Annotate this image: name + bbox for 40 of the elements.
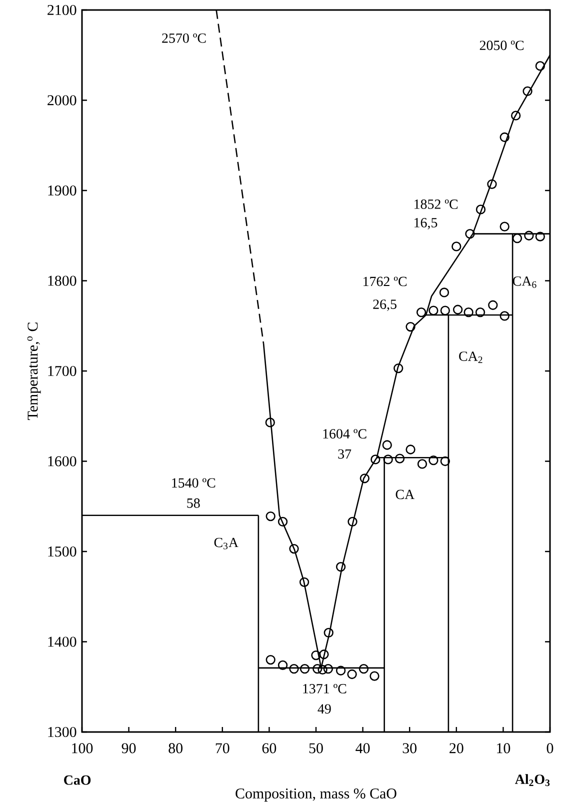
annotation: CA$_{2}$ <box>459 352 482 363</box>
y-tick-label: 1800 <box>48 276 76 286</box>
x-tick-label: 20 <box>450 743 464 754</box>
x-tick-label: 100 <box>72 743 93 754</box>
annotation: 1540 ºC <box>172 478 216 488</box>
annotation: 2570 ºC <box>162 33 206 43</box>
annotation: 37 <box>338 449 352 459</box>
annotation: 26,5 <box>373 300 396 311</box>
y-tick-label: 2100 <box>48 4 76 16</box>
annotation: 2050 ºC <box>480 40 524 50</box>
annotation: 49 <box>318 704 331 714</box>
annotation: 1371 ºC <box>303 684 346 694</box>
x-tick-label: 0 <box>546 743 554 754</box>
annotation: 1852 ºC <box>414 200 458 209</box>
x-tick-label: 40 <box>356 743 370 754</box>
y-tick-label: 1700 <box>48 366 76 376</box>
y-tick-label: 1300 <box>48 726 76 738</box>
text: Al$_{2}$O$_{3}$ <box>515 774 550 786</box>
y-tick-label: 1600 <box>48 456 76 466</box>
annotation: CA <box>396 490 415 500</box>
x-tick-label: 50 <box>309 743 323 754</box>
x-tick-label: 10 <box>497 743 510 754</box>
annotation: CA$_{6}$ <box>512 276 536 288</box>
annotation: 1604 ºC <box>323 429 366 439</box>
y-tick-label: 1400 <box>48 636 76 647</box>
x-tick-label: 80 <box>168 743 182 754</box>
annotation: 16,5 <box>414 218 438 230</box>
x-tick-label: 60 <box>262 743 276 754</box>
annotation: 1762 ºC <box>364 276 407 286</box>
annotation: 58 <box>187 498 200 508</box>
y-tick-label: 1900 <box>48 185 76 196</box>
y-tick-label: 1500 <box>48 546 76 557</box>
x-tick-label: 90 <box>122 743 136 754</box>
x-axis-title: Composition, mass % CaO <box>236 788 396 802</box>
text: CaO <box>64 775 91 785</box>
x-tick-label: 70 <box>216 743 230 754</box>
annotation: C$_{3}$A <box>214 538 238 550</box>
y-tick-label: 2000 <box>48 95 76 106</box>
x-tick-label: 30 <box>402 743 417 754</box>
y-axis-title: Temperature,$^{o}$ C <box>27 322 41 420</box>
